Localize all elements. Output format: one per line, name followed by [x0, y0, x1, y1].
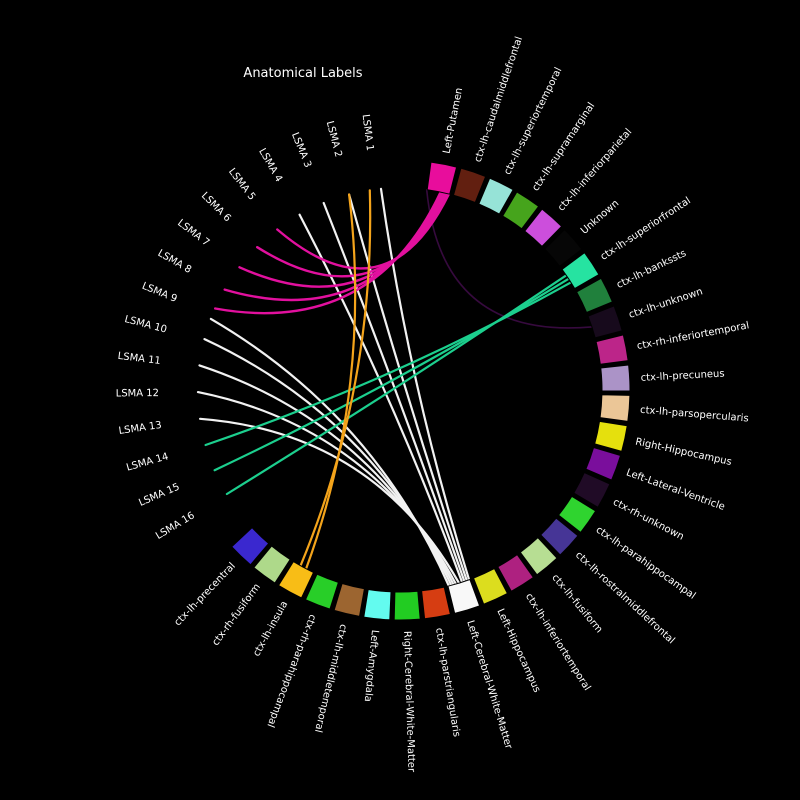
segment-label: LSMA 11	[117, 351, 161, 367]
chord-link	[225, 274, 568, 496]
arc-segment	[363, 588, 392, 621]
arc-segment	[478, 177, 514, 215]
arc-segment	[587, 305, 623, 339]
arc-segment	[253, 545, 291, 584]
arc-segment	[561, 252, 600, 290]
arc-segment	[600, 364, 631, 392]
arc-segment	[393, 590, 421, 621]
chords-layer	[196, 187, 593, 588]
arc-segment	[594, 420, 628, 452]
arc-segment	[333, 582, 365, 617]
chord-link	[298, 213, 464, 584]
arc-segment	[447, 578, 481, 615]
chord-link	[213, 277, 570, 472]
chord-link	[238, 191, 446, 288]
arc-segment	[595, 334, 629, 365]
segment-label: Right-Cerebral-White-Matter	[401, 631, 416, 773]
arc-segment	[421, 586, 451, 620]
chord-link	[348, 193, 468, 582]
segment-label: ctx-lh-precuneus	[640, 369, 724, 384]
arc-segment	[599, 394, 631, 422]
chord-link	[204, 281, 572, 447]
arc-segment	[575, 277, 614, 314]
arc-segment	[573, 471, 611, 508]
arc-segment	[426, 161, 458, 195]
chord-link	[199, 417, 461, 585]
arc-segment	[557, 495, 597, 534]
chord-link	[305, 193, 357, 570]
chord-link	[214, 190, 442, 315]
segments-layer	[230, 161, 631, 621]
chord-link	[299, 189, 372, 567]
arc-segment	[543, 228, 583, 268]
arc-segment	[519, 536, 558, 576]
arc-segment	[502, 191, 540, 230]
chord-link	[379, 187, 471, 581]
chord-link	[322, 201, 466, 583]
arc-segment	[230, 526, 270, 566]
arc-segment	[585, 446, 622, 481]
arc-segment	[524, 208, 563, 248]
arc-segment	[304, 573, 340, 610]
chart-title: Anatomical Labels	[243, 66, 362, 81]
chord-link	[196, 391, 458, 586]
arc-segment	[497, 553, 535, 592]
arc-segment	[452, 167, 487, 204]
arc-segment	[472, 567, 509, 605]
arc-segment	[277, 560, 315, 599]
chord-link	[276, 192, 451, 270]
chord-link	[256, 192, 448, 278]
segment-label: LSMA 1	[360, 114, 375, 152]
chord-link	[425, 189, 593, 329]
arc-segment	[539, 517, 579, 556]
segment-label: LSMA 12	[116, 388, 159, 399]
